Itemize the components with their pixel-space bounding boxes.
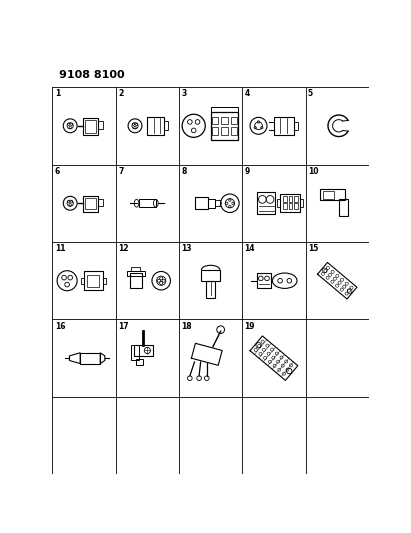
Bar bbox=[222, 117, 228, 124]
Bar bbox=[136, 359, 143, 365]
Bar bbox=[80, 353, 100, 364]
Text: 17: 17 bbox=[118, 322, 129, 331]
Bar bbox=[212, 127, 218, 135]
Bar bbox=[139, 199, 156, 207]
Bar bbox=[87, 274, 99, 287]
Text: 19: 19 bbox=[245, 322, 255, 331]
Text: 2: 2 bbox=[118, 90, 123, 99]
Bar bbox=[85, 198, 96, 209]
Bar bbox=[98, 121, 102, 129]
Text: 3: 3 bbox=[181, 90, 187, 99]
Bar bbox=[84, 271, 102, 290]
Text: 7: 7 bbox=[118, 167, 123, 176]
Bar bbox=[280, 194, 300, 213]
Bar bbox=[211, 107, 238, 112]
Bar bbox=[257, 192, 275, 214]
Bar bbox=[294, 122, 298, 130]
Bar bbox=[127, 271, 145, 276]
Bar bbox=[201, 270, 220, 281]
Bar bbox=[283, 196, 287, 201]
Text: 15: 15 bbox=[308, 244, 318, 253]
Bar bbox=[148, 117, 164, 135]
Text: 12: 12 bbox=[118, 244, 129, 253]
Bar bbox=[102, 278, 106, 284]
Bar bbox=[283, 203, 287, 209]
Text: 5: 5 bbox=[308, 90, 313, 99]
Text: 8: 8 bbox=[181, 167, 187, 176]
Bar bbox=[294, 196, 298, 201]
Bar bbox=[206, 281, 215, 297]
Bar bbox=[231, 117, 237, 124]
Text: 1: 1 bbox=[55, 90, 60, 99]
Text: 6: 6 bbox=[55, 167, 60, 176]
Bar bbox=[83, 196, 98, 212]
Text: 14: 14 bbox=[245, 244, 255, 253]
Bar bbox=[131, 345, 139, 360]
Text: 9108 8100: 9108 8100 bbox=[58, 70, 124, 80]
Bar bbox=[81, 278, 84, 284]
Bar bbox=[212, 117, 218, 124]
Bar bbox=[231, 127, 237, 135]
Bar bbox=[339, 199, 348, 215]
Text: 18: 18 bbox=[181, 322, 192, 331]
Text: 13: 13 bbox=[181, 244, 192, 253]
Bar bbox=[211, 112, 238, 140]
Bar bbox=[274, 117, 294, 135]
Text: 11: 11 bbox=[55, 244, 65, 253]
Bar bbox=[289, 196, 292, 201]
Bar bbox=[131, 267, 141, 271]
Bar bbox=[323, 191, 334, 199]
Bar bbox=[195, 197, 208, 209]
Text: 10: 10 bbox=[308, 167, 319, 176]
Bar bbox=[294, 203, 298, 209]
Text: 4: 4 bbox=[245, 90, 250, 99]
Bar bbox=[208, 199, 215, 208]
Bar bbox=[289, 203, 292, 209]
Text: 9: 9 bbox=[245, 167, 250, 176]
Bar bbox=[83, 118, 98, 135]
Bar bbox=[300, 199, 303, 207]
Bar bbox=[164, 121, 168, 130]
Bar bbox=[320, 189, 345, 200]
Bar bbox=[222, 127, 228, 135]
Bar bbox=[129, 273, 142, 288]
Bar bbox=[257, 273, 271, 288]
Bar bbox=[277, 199, 280, 207]
Bar bbox=[98, 199, 102, 206]
Text: 16: 16 bbox=[55, 322, 65, 331]
Bar bbox=[134, 345, 153, 356]
Bar bbox=[85, 120, 96, 133]
